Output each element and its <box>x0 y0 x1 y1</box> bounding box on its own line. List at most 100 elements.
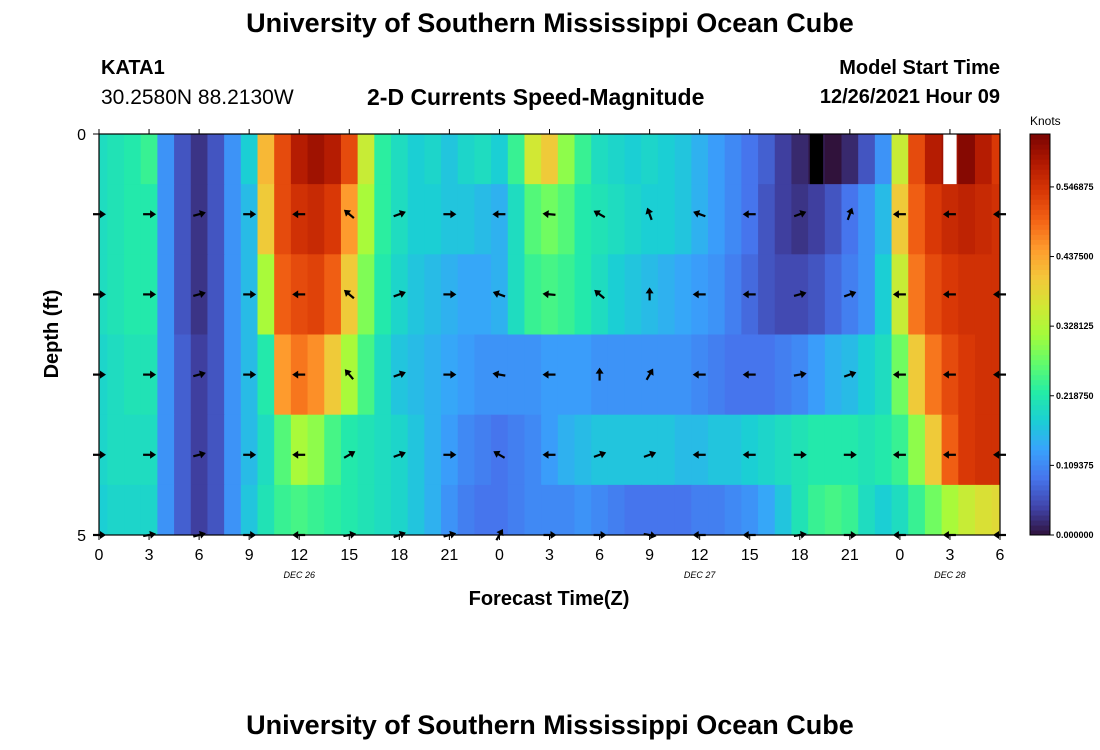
heatmap-cell <box>257 414 275 486</box>
heatmap-cell <box>157 414 175 486</box>
heatmap-cell <box>157 184 175 255</box>
colorbar-band <box>1030 269 1050 275</box>
heatmap-cell <box>724 414 742 486</box>
heatmap-cell <box>507 134 526 185</box>
heatmap-cell <box>324 334 342 416</box>
heatmap-cell <box>758 134 776 185</box>
heatmap-cell <box>124 484 142 535</box>
heatmap-cell <box>174 414 192 486</box>
colorbar-band <box>1030 494 1050 501</box>
heatmap-cell <box>99 414 108 486</box>
heatmap-cell <box>474 414 492 486</box>
colorbar-band <box>1030 154 1050 160</box>
heatmap-cell <box>507 184 526 255</box>
current-arrow <box>645 287 654 301</box>
heatmap-cell <box>974 414 993 486</box>
heatmap-cell <box>441 484 459 535</box>
heatmap-cell <box>424 184 442 255</box>
heatmap-cell <box>207 134 225 185</box>
heatmap-cell <box>190 484 209 535</box>
heatmap-cell <box>808 414 826 486</box>
heatmap-cell <box>674 254 692 336</box>
colorbar-band <box>1030 504 1050 511</box>
heatmap-cell <box>424 134 442 185</box>
colorbar-band <box>1030 299 1050 306</box>
colorbar-band <box>1030 389 1050 396</box>
current-arrow <box>942 290 956 299</box>
heatmap-cell <box>607 414 626 486</box>
heatmap-cell <box>457 184 476 255</box>
x-tick-label: 0 <box>95 547 104 564</box>
y-axis-label: Depth (ft) <box>41 290 63 379</box>
heatmap-cell <box>741 134 759 185</box>
heatmap-cell <box>524 134 542 185</box>
colorbar-band <box>1030 184 1050 190</box>
heatmap-cell <box>574 254 592 336</box>
colorbar-band <box>1030 464 1050 471</box>
heatmap-cell <box>924 254 943 336</box>
colorbar-band <box>1030 449 1050 456</box>
heatmap-cell <box>724 134 742 185</box>
colorbar-band <box>1030 284 1050 290</box>
heatmap-cell <box>891 134 909 185</box>
colorbar-band <box>1030 249 1050 255</box>
heatmap-cell <box>908 334 926 416</box>
heatmap-cell <box>274 184 292 255</box>
colorbar-band <box>1030 224 1050 230</box>
current-arrow <box>692 450 706 459</box>
heatmap-cell <box>724 334 742 416</box>
current-arrow <box>993 210 1006 219</box>
heatmap-cell <box>791 484 809 535</box>
current-arrow <box>143 450 157 459</box>
heatmap-cell <box>224 134 242 185</box>
heatmap-cell <box>808 484 826 535</box>
heatmap-cell <box>941 414 959 486</box>
heatmap-cell <box>274 254 292 336</box>
current-arrow <box>393 210 406 218</box>
heatmap-cell <box>157 134 175 185</box>
heatmap-cell <box>657 484 676 535</box>
heatmap-cell <box>374 254 392 336</box>
heatmap-cell <box>958 334 976 416</box>
colorbar-band <box>1030 499 1050 506</box>
heatmap-cell <box>591 134 609 185</box>
current-arrow <box>542 290 556 299</box>
heatmap-cell <box>657 414 676 486</box>
heatmap-cell <box>374 334 392 416</box>
colorbar-band <box>1030 479 1050 486</box>
heatmap-cell <box>174 184 192 255</box>
heatmap-cell <box>708 184 726 255</box>
x-tick-label: 18 <box>791 547 809 564</box>
heatmap-cell <box>124 134 142 185</box>
heatmap-cell <box>390 134 409 185</box>
colorbar-tick-label: 0.109375 <box>1056 460 1094 470</box>
current-arrow <box>492 210 506 219</box>
colorbar-band <box>1030 399 1050 406</box>
heatmap-cell <box>741 184 759 255</box>
heatmap-cell <box>607 484 626 535</box>
colorbar-band <box>1030 179 1050 185</box>
heatmap-cell <box>991 184 1000 255</box>
current-arrow <box>742 370 756 379</box>
heatmap-cell <box>541 134 559 185</box>
heatmap-cell <box>774 414 793 486</box>
colorbar-title: Knots <box>1030 114 1061 128</box>
colorbar-tick-label: 0.000000 <box>1056 530 1094 540</box>
heatmap-cell <box>607 184 626 255</box>
heatmap-cell <box>357 414 375 486</box>
heatmap-cell <box>424 484 442 535</box>
heatmap-cell <box>157 484 175 535</box>
heatmap-cell <box>741 484 759 535</box>
current-arrow <box>443 370 457 379</box>
colorbar-band <box>1030 474 1050 481</box>
heatmap-cell <box>107 134 125 185</box>
colorbar-band <box>1030 444 1050 451</box>
chart-title: University of Southern Mississippi Ocean… <box>246 8 854 38</box>
x-tick-label: 18 <box>390 547 408 564</box>
heatmap-cell <box>524 484 542 535</box>
current-arrow <box>393 370 406 379</box>
heatmap-cell <box>240 484 259 535</box>
heatmap-cell <box>824 254 843 336</box>
x-tick-label: 21 <box>440 547 458 564</box>
current-arrow <box>846 207 854 221</box>
